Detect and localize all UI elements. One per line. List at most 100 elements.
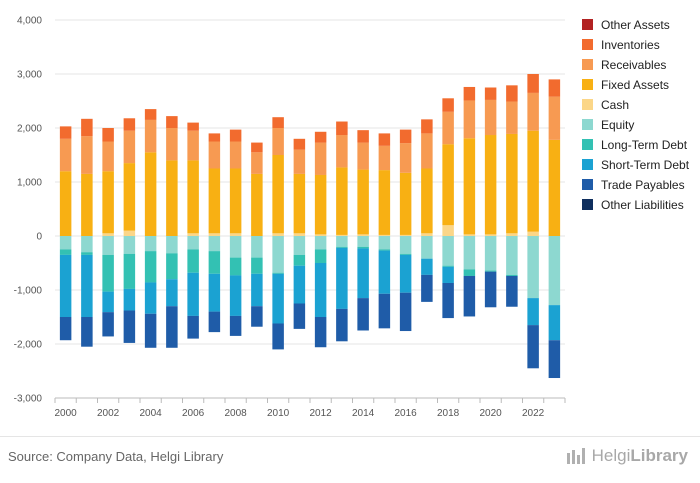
bar-segment-long-term-debt: [166, 253, 178, 280]
legend-label: Inventories: [601, 38, 660, 52]
bar-segment-trade-payables: [293, 303, 306, 329]
bar-segment-equity: [229, 236, 242, 258]
bar-segment-short-term-debt: [59, 254, 72, 317]
bar-segment-equity: [463, 236, 476, 270]
brand-name-bold: Library: [630, 446, 688, 465]
bar-segment-trade-payables: [272, 323, 284, 350]
x-tick-label: 2018: [437, 408, 460, 419]
bar-segment-short-term-debt: [144, 282, 157, 314]
y-tick-label: 4,000: [17, 16, 42, 27]
bar-group-2001: [81, 118, 93, 347]
legend-item: Receivables: [582, 58, 666, 72]
bar-segment-cash: [314, 234, 327, 236]
legend-swatch: [582, 119, 593, 130]
bar-segment-short-term-debt: [208, 273, 221, 312]
bar-segment-inventories: [357, 130, 369, 143]
bar-segment-inventories: [506, 85, 518, 102]
stacked-bars: [59, 74, 561, 379]
bar-segment-fixed-assets: [81, 173, 93, 236]
bar-segment-receivables: [527, 92, 539, 131]
bar-segment-trade-payables: [59, 317, 72, 341]
bar-segment-long-term-debt: [144, 251, 157, 283]
bar-segment-long-term-debt: [357, 246, 369, 249]
bar-segment-receivables: [548, 96, 561, 140]
legend-label: Short-Term Debt: [601, 158, 690, 172]
bar-segment-receivables: [314, 142, 327, 175]
bar-segment-trade-payables: [314, 317, 327, 348]
x-tick-label: 2008: [225, 408, 248, 419]
bar-segment-short-term-debt: [378, 250, 391, 294]
bar-group-2017: [421, 119, 433, 302]
bar-segment-long-term-debt: [272, 272, 284, 274]
bar-segment-fixed-assets: [144, 152, 157, 236]
bar-segment-fixed-assets: [314, 174, 327, 235]
bar-segment-fixed-assets: [484, 135, 497, 235]
bar-group-2004: [144, 109, 157, 348]
x-tick-label: 2020: [480, 408, 503, 419]
bar-segment-long-term-debt: [229, 257, 242, 276]
bar-segment-fixed-assets: [59, 171, 72, 236]
bar-segment-inventories: [442, 98, 454, 112]
legend-label: Cash: [601, 98, 629, 112]
bar-segment-long-term-debt: [378, 249, 391, 251]
bar-segment-receivables: [166, 128, 178, 161]
bar-segment-long-term-debt: [208, 251, 221, 274]
bar-segment-receivables: [506, 101, 518, 134]
bar-segment-equity: [208, 236, 221, 252]
bar-segment-equity: [548, 236, 561, 306]
x-tick-label: 2000: [55, 408, 78, 419]
bar-segment-equity: [187, 236, 199, 250]
bar-group-2012: [314, 131, 327, 348]
bar-segment-fixed-assets: [399, 172, 412, 235]
x-tick-label: 2014: [352, 408, 375, 419]
bar-segment-equity: [336, 236, 348, 247]
bar-segment-equity: [527, 236, 539, 299]
bar-segment-trade-payables: [506, 275, 518, 307]
bar-group-2003: [123, 118, 136, 343]
x-axis: 2000 2002 2004 2006 2008 2010 2012 2014 2016 2018…: [54, 397, 566, 419]
bar-segment-inventories: [336, 121, 348, 136]
bar-segment-long-term-debt: [81, 252, 93, 255]
bar-segment-fixed-assets: [187, 160, 199, 234]
bar-segment-short-term-debt: [314, 263, 327, 317]
bar-segment-equity: [166, 236, 178, 254]
bar-segment-equity: [484, 236, 497, 271]
bar-segment-receivables: [59, 138, 72, 172]
bar-segment-trade-payables: [251, 306, 263, 327]
bar-segment-fixed-assets: [463, 138, 476, 235]
bar-group-2015: [378, 133, 391, 329]
legend-swatch: [582, 39, 593, 50]
bar-segment-equity: [357, 236, 369, 247]
bar-group-2013: [336, 121, 348, 342]
bar-segment-inventories: [229, 129, 242, 142]
bar-segment-inventories: [463, 86, 476, 101]
bar-segment-cash: [208, 233, 221, 236]
bar-segment-inventories: [187, 122, 199, 131]
bar-segment-cash: [421, 233, 433, 236]
bar-segment-trade-payables: [208, 311, 221, 333]
bar-segment-fixed-assets: [548, 139, 561, 236]
bar-group-2007: [208, 133, 221, 333]
legend-item: Short-Term Debt: [582, 158, 690, 172]
bar-segment-fixed-assets: [229, 168, 242, 234]
bar-segment-equity: [421, 236, 433, 259]
legend-swatch: [582, 179, 593, 190]
y-axis-tick-labels: 4,000 3,000 2,000 1,000 0 -1,000 -2,000 -3,000: [14, 16, 43, 405]
legend-label: Fixed Assets: [601, 78, 669, 92]
y-tick-label: -3,000: [14, 394, 43, 405]
bar-segment-trade-payables: [166, 306, 178, 348]
bar-segment-trade-payables: [187, 315, 199, 339]
bar-segment-short-term-debt: [442, 266, 454, 283]
bar-segment-short-term-debt: [548, 305, 561, 341]
source-note: Source: Company Data, Helgi Library: [8, 449, 224, 464]
brand-name: HelgiLibrary: [592, 446, 688, 466]
bar-segment-long-term-debt: [463, 269, 476, 276]
bar-segment-fixed-assets: [357, 169, 369, 235]
legend-label: Other Liabilities: [601, 198, 684, 212]
bar-group-2022: [527, 74, 539, 369]
bar-segment-trade-payables: [484, 271, 497, 308]
legend-item: Other Liabilities: [582, 198, 684, 212]
bar-segment-short-term-debt: [527, 298, 539, 326]
bar-segment-short-term-debt: [399, 254, 412, 293]
bar-segment-short-term-debt: [123, 288, 136, 311]
